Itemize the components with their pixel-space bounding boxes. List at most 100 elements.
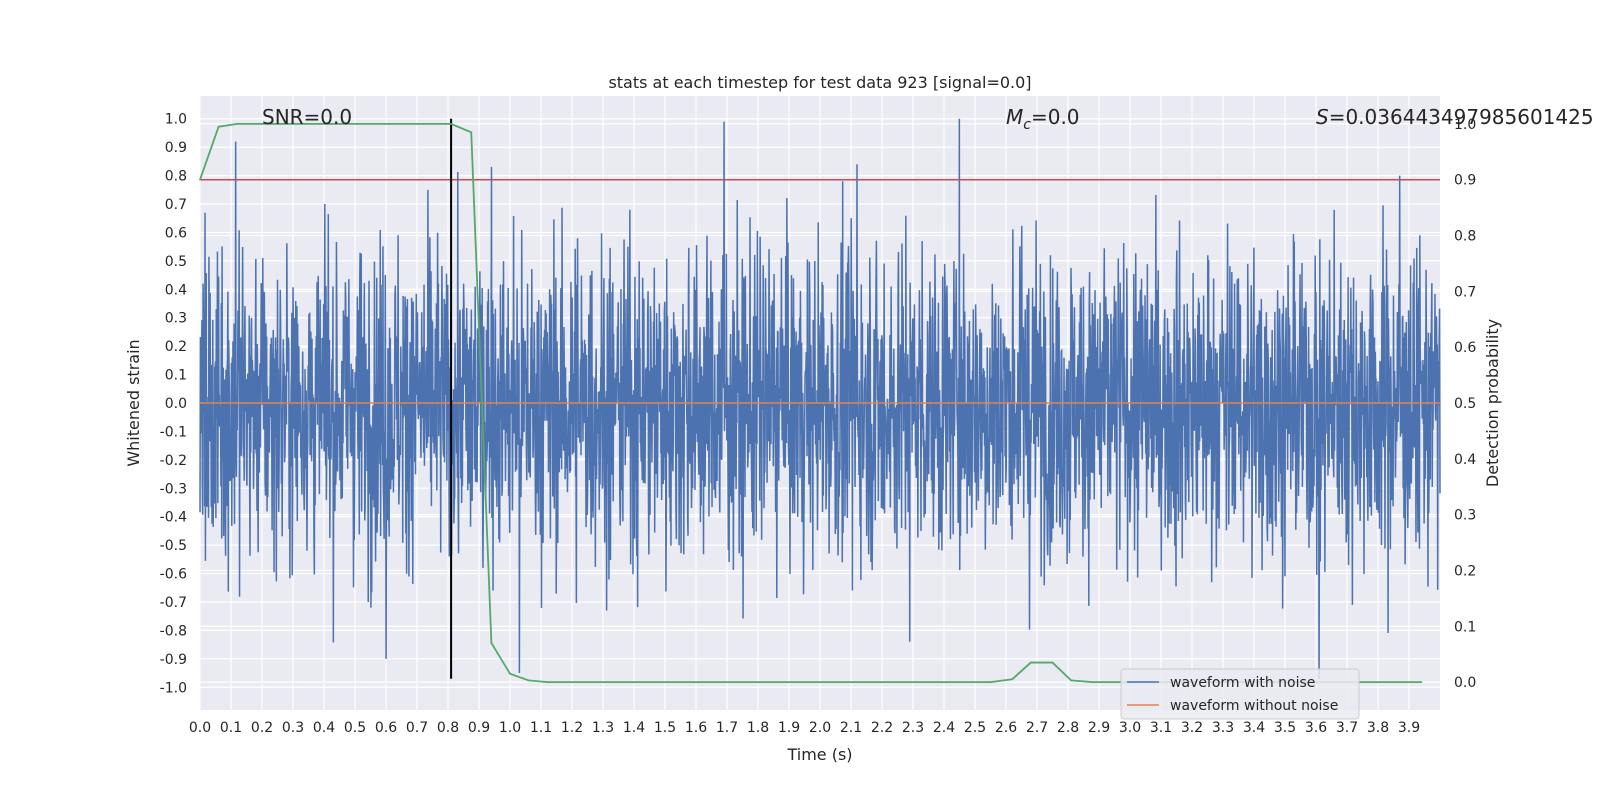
x-tick-label: 3.7 [1336, 720, 1358, 736]
x-tick-label: 2.4 [933, 720, 955, 736]
x-tick-label: 0.3 [282, 720, 304, 736]
y-tick-label: 0.0 [165, 396, 187, 412]
x-tick-label: 0.2 [251, 720, 273, 736]
detection-probability-point [1011, 678, 1013, 681]
y-tick-label: -0.4 [160, 510, 187, 526]
detection-probability-point [199, 178, 201, 181]
detection-probability-point [470, 131, 473, 134]
x-axis-label: Time (s) [786, 745, 852, 764]
y-tick-label: 0.9 [165, 140, 187, 156]
y-tick-label: 0.4 [165, 282, 187, 298]
x-tick-label: 0.6 [375, 720, 397, 736]
x-tick-label: 1.0 [499, 720, 521, 736]
x-tick-label: 0.7 [406, 720, 428, 736]
detection-probability-point [490, 642, 493, 644]
x-tick-label: 1.1 [530, 720, 552, 736]
detection-probability-point [527, 679, 530, 682]
y-tick-label: 0.6 [165, 225, 187, 241]
y2-tick-label: 0.4 [1454, 452, 1476, 468]
detection-probability-point [546, 681, 548, 683]
detection-probability-point [217, 125, 220, 128]
detection-probability-point [1051, 661, 1054, 664]
x-tick-label: 1.5 [654, 720, 676, 736]
x-tick-label: 3.8 [1367, 720, 1389, 736]
x-tick-label: 1.9 [778, 720, 800, 736]
detection-probability-point [1030, 661, 1032, 664]
series-detection-probability [199, 123, 1422, 683]
y2-tick-label: 0.5 [1454, 396, 1476, 412]
x-tick-labels: 0.0 0.1 0.2 0.3 0.4 0.5 0.6 0.7 0.8 0.9 1.0 1.1 1.2 1… [189, 720, 1420, 736]
x-tick-label: 1.2 [561, 720, 583, 736]
x-tick-label: 3.4 [1243, 720, 1265, 736]
series-waveform-with-noise [199, 118, 1441, 679]
y2-tick-labels: 0.0 0.1 0.2 0.3 0.4 0.5 0.6 0.7 0.8 0.9 1.0 [1454, 117, 1476, 691]
detection-probability-point [1070, 679, 1072, 682]
detection-probability-point [236, 123, 238, 125]
x-tick-label: 3.6 [1305, 720, 1327, 736]
y-tick-label: -0.6 [160, 567, 187, 583]
x-tick-label: 2.1 [840, 720, 862, 736]
x-tick-label: 0.8 [437, 720, 459, 736]
y2-tick-label: 0.1 [1454, 619, 1476, 635]
chirp-mass-annotation: Mc=0.0 [1006, 105, 1080, 133]
x-tick-label: 2.6 [995, 720, 1017, 736]
x-tick-label: 2.0 [809, 720, 831, 736]
x-tick-label: 3.1 [1150, 720, 1172, 736]
y2-tick-label: 0.3 [1454, 508, 1476, 524]
x-tick-label: 2.7 [1026, 720, 1048, 736]
x-tick-label: 1.8 [747, 720, 769, 736]
y-tick-label: -0.1 [160, 424, 187, 440]
s-annotation: S=0.036443497985601425 [1316, 105, 1594, 129]
legend-label-noise: waveform with noise [1170, 675, 1315, 691]
y-tick-label: -1.0 [160, 680, 187, 696]
y2-tick-label: 0.2 [1454, 563, 1476, 579]
detection-probability-point [989, 681, 992, 683]
y2-axis-label: Detection probability [1483, 319, 1502, 487]
x-tick-label: 1.4 [623, 720, 645, 736]
y-tick-label: 0.5 [165, 254, 187, 270]
legend: waveform with noise waveform without noi… [1120, 668, 1360, 720]
x-tick-label: 1.3 [592, 720, 614, 736]
y-tick-label: -0.9 [160, 652, 187, 668]
x-tick-label: 0.0 [189, 720, 211, 736]
y2-tick-label: 0.9 [1454, 173, 1476, 189]
y2-tick-label: 0.0 [1454, 675, 1476, 691]
legend-box [1120, 668, 1360, 720]
detection-probability-point [509, 672, 511, 675]
y-tick-label: 0.1 [165, 368, 187, 384]
y-tick-label: 1.0 [165, 112, 187, 128]
x-tick-label: 3.2 [1181, 720, 1203, 736]
x-tick-label: 2.5 [964, 720, 986, 736]
x-tick-label: 0.9 [468, 720, 490, 736]
y-tick-label: -0.7 [160, 595, 187, 611]
legend-label-clean: waveform without noise [1170, 698, 1338, 714]
x-tick-label: 0.5 [344, 720, 366, 736]
y-axis-label: Whitened strain [124, 339, 143, 466]
x-tick-label: 1.6 [685, 720, 707, 736]
x-tick-label: 0.4 [313, 720, 335, 736]
snr-annotation: SNR=0.0 [262, 105, 352, 129]
detection-probability-point [1092, 681, 1094, 683]
detection-probability-point [1420, 681, 1423, 683]
chirp-mass-value: =0.0 [1031, 105, 1080, 129]
plot-area [199, 118, 1441, 683]
x-tick-label: 2.3 [902, 720, 924, 736]
s-symbol: S [1316, 105, 1329, 129]
y-tick-label: 0.7 [165, 197, 187, 213]
x-tick-label: 3.3 [1212, 720, 1234, 736]
y-tick-labels: -1.0 -0.9 -0.8 -0.7 -0.6 -0.5 -0.4 -0.3 -0.2 -0.1… [160, 112, 187, 697]
y-tick-label: 0.2 [165, 339, 187, 355]
y2-tick-label: 0.7 [1454, 284, 1476, 300]
y-tick-label: -0.8 [160, 623, 187, 639]
x-tick-label: 2.9 [1088, 720, 1110, 736]
x-tick-label: 3.9 [1398, 720, 1420, 736]
y2-tick-label: 0.6 [1454, 340, 1476, 356]
y2-tick-label: 0.8 [1454, 229, 1476, 245]
detection-probability-point [450, 123, 452, 125]
chirp-mass-subscript: c [1023, 117, 1031, 133]
x-tick-label: 2.8 [1057, 720, 1079, 736]
y-tick-label: 0.8 [165, 169, 187, 185]
x-tick-label: 3.0 [1119, 720, 1141, 736]
y-tick-label: 0.3 [165, 311, 187, 327]
